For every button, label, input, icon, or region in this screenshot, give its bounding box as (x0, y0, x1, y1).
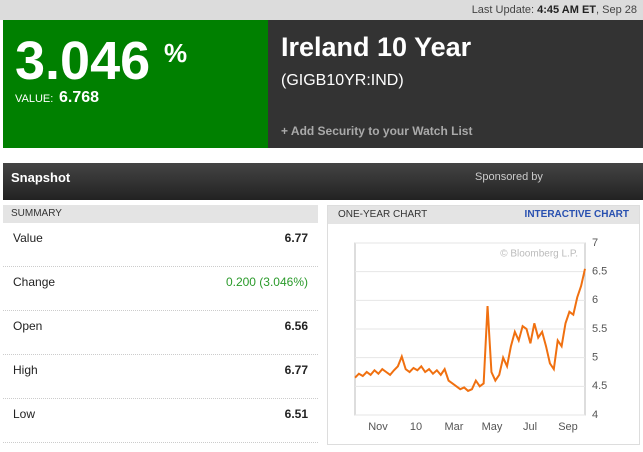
summary-row: Change 0.200 (3.046%) (3, 267, 318, 311)
row-label: Low (13, 407, 36, 421)
row-value: 6.77 (284, 231, 308, 245)
top-bar: Last Update: 4:45 AM ET, Sep 28 (0, 0, 643, 20)
y-tick-label: 5.5 (592, 323, 607, 335)
price-box: 3.046 % VALUE: 6.768 (3, 20, 268, 148)
price-line (354, 268, 586, 393)
row-label: Change (13, 275, 56, 289)
row-value: 0.200 (3.046%) (225, 275, 308, 289)
summary-row: Low 6.51 (3, 399, 318, 443)
watchlist-link[interactable]: + Add Security to your Watch List (281, 124, 473, 138)
x-tick-label: May (482, 421, 503, 433)
row-label: Open (13, 319, 43, 333)
price-unit: % (164, 38, 188, 68)
ticker: (GIGB10YR:IND) (281, 72, 404, 89)
y-tick-label: 7 (592, 237, 598, 249)
interactive-link[interactable]: INTERACTIVE CHART (524, 209, 629, 220)
x-tick-label: Mar (445, 421, 464, 433)
sponsored: Sponsored by (475, 171, 543, 183)
chart-title: ONE-YEAR CHART (338, 209, 428, 220)
summary-row: High 6.77 (3, 355, 318, 399)
summary-row: Open 6.56 (3, 311, 318, 355)
summary-row: Value 6.77 (3, 223, 318, 267)
x-tick-label: 10 (410, 421, 422, 433)
row-value: 6.77 (284, 363, 308, 377)
price: 3.046 (15, 31, 151, 91)
y-tick-label: 6 (592, 294, 598, 306)
name: Ireland 10 Year (281, 32, 472, 62)
row-label: Value (13, 231, 43, 245)
label: Last Update: (471, 4, 535, 16)
row-value: 6.51 (284, 407, 308, 421)
chart-header (328, 206, 639, 224)
snapshot-title: Snapshot (11, 170, 71, 185)
x-tick-label: Sep (558, 421, 578, 433)
y-tick-label: 5 (592, 352, 598, 364)
value: 6.768 (59, 89, 100, 106)
name-box: Ireland 10 Year (GIGB10YR:IND) + Add Sec… (268, 20, 643, 148)
time: 4:45 AM ET (537, 4, 597, 16)
x-tick-label: Nov (368, 421, 388, 433)
summary-header: SUMMARY (3, 205, 318, 223)
snapshot-bar: Snapshot Sponsored by (3, 163, 643, 200)
y-tick-label: 4.5 (592, 380, 607, 392)
row-value: 6.56 (284, 319, 308, 333)
y-tick-label: 6.5 (592, 266, 607, 278)
watermark: © Bloomberg L.P. (500, 249, 578, 260)
date: , Sep 28 (596, 4, 637, 16)
y-tick-label: 4 (592, 409, 598, 421)
chart-panel: ONE-YEAR CHART INTERACTIVE CHART (327, 205, 640, 445)
row-label: High (13, 363, 38, 377)
value-label: VALUE: (15, 93, 54, 105)
x-tick-label: Jul (523, 421, 537, 433)
